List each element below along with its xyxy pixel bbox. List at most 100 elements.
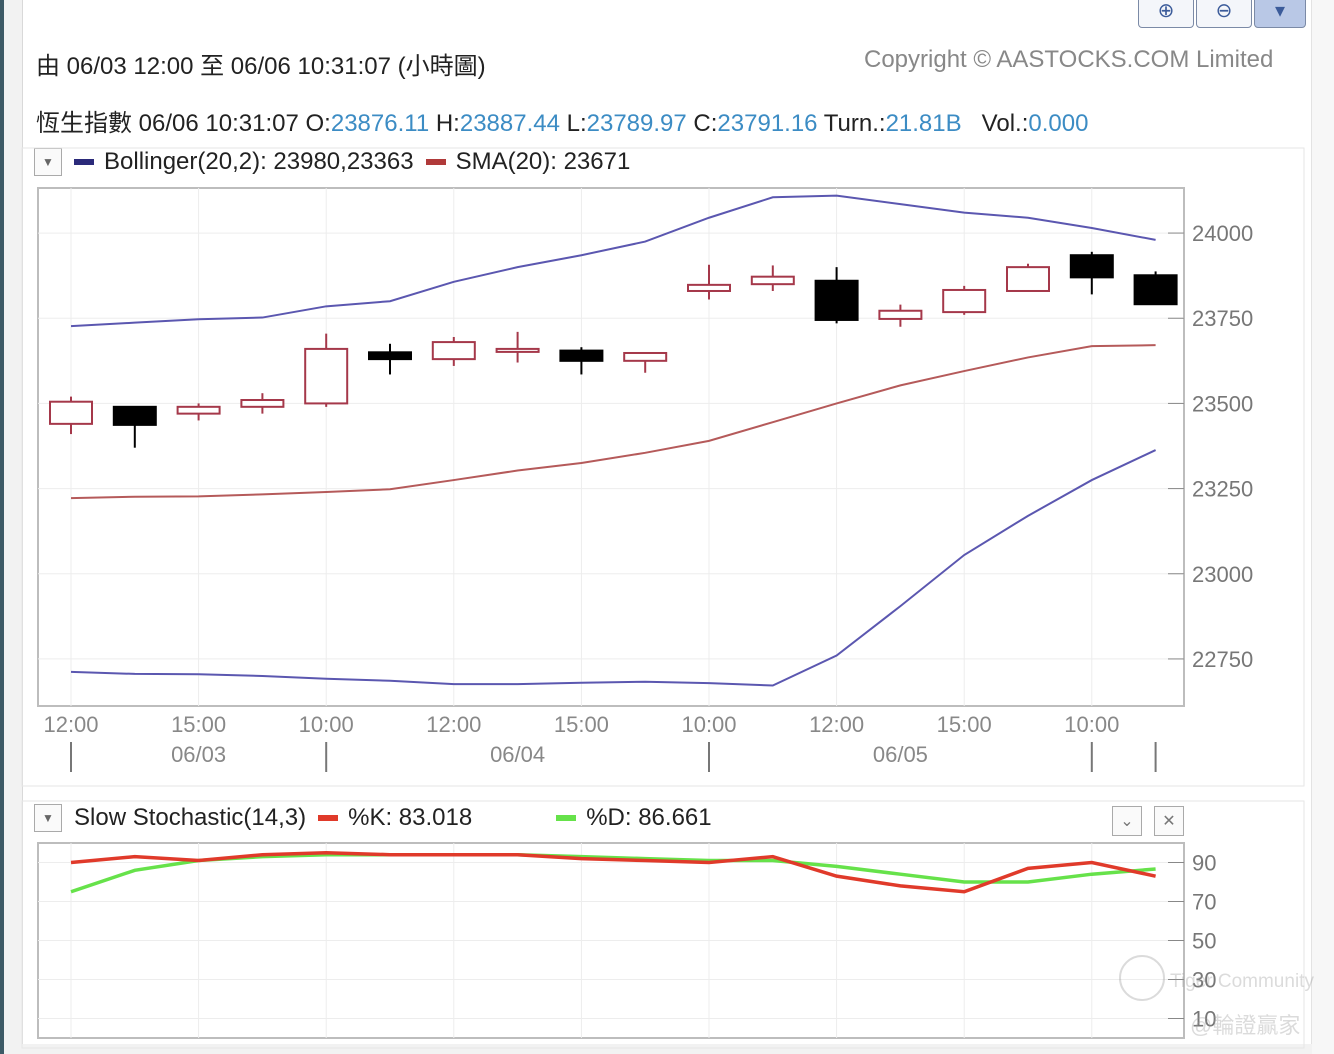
close-icon: ✕ <box>1162 813 1176 830</box>
candle-down <box>112 405 157 426</box>
candle-up <box>750 275 795 286</box>
x-date-label: 06/04 <box>490 742 545 767</box>
zoom-out-button[interactable]: ⊖ <box>1196 0 1252 28</box>
stoch-indicator-dropdown[interactable]: ▼ <box>34 804 62 832</box>
high-value: 23887.44 <box>459 110 560 137</box>
candle-up <box>240 399 285 408</box>
right-frame-edge <box>1311 0 1334 1054</box>
candle-up <box>1006 266 1050 292</box>
zoom-out-icon: ⊖ <box>1215 0 1233 22</box>
zoom-in-button[interactable]: ⊕ <box>1138 0 1194 28</box>
tiger-community-text: Tiger Community <box>1170 971 1314 992</box>
bollinger-upper-line <box>70 194 1156 328</box>
y-tick-label: 24000 <box>1192 221 1253 246</box>
k-legend: %K: 83.018 <box>348 804 473 831</box>
volume-value: 0.000 <box>1028 110 1089 137</box>
y-tick-label: 22750 <box>1192 647 1253 672</box>
main-legend: ▼ Bollinger(20,2): 23980,23363 SMA(20): … <box>34 148 630 176</box>
k-swatch <box>318 815 339 821</box>
y-tick-label: 23500 <box>1192 391 1253 416</box>
stochastic-plot-area: 90 70 50 30 10 <box>21 800 1305 1049</box>
close-value: 23791.16 <box>717 110 818 137</box>
stoch-y-tick-label: 30 <box>1192 968 1216 993</box>
sma-swatch <box>425 159 446 165</box>
tiger-community-watermark: Tiger Community @輪證贏家 <box>1119 955 1314 1038</box>
d-swatch <box>556 815 577 821</box>
candle-up <box>878 309 923 320</box>
x-date-label: 06/03 <box>171 742 226 767</box>
stoch-title: Slow Stochastic(14,3) <box>74 804 307 831</box>
candle-down <box>1069 254 1114 279</box>
y-tick-label: 23000 <box>1192 562 1253 587</box>
candle-up <box>495 347 540 353</box>
bollinger-legend: Bollinger(20,2): 23980,23363 <box>104 148 414 175</box>
bottom-frame-edge <box>22 1044 1312 1054</box>
copyright: Copyright © AASTOCKS.COM Limited <box>864 46 1274 73</box>
stoch-panel-border <box>21 800 1305 1049</box>
x-time-label: 10:00 <box>1064 712 1119 737</box>
candle-up <box>176 405 221 415</box>
candle-up <box>431 341 476 361</box>
candle-up <box>49 400 93 425</box>
date-range: 由 06/03 12:00 至 06/06 10:31:07 (小時圖) <box>36 53 486 80</box>
dropdown-arrow-icon: ▼ <box>42 155 54 169</box>
volume-label: Vol.: <box>981 110 1029 137</box>
candle-up <box>687 283 731 292</box>
dropdown-arrow-icon: ▼ <box>42 811 54 825</box>
candle-up <box>304 347 349 405</box>
stoch-y-tick-label: 70 <box>1192 890 1216 915</box>
chart-type-dropdown[interactable]: ▾ <box>1254 0 1306 28</box>
close-panel-button[interactable]: ✕ <box>1154 806 1184 836</box>
stoch-y-tick-label: 10 <box>1192 1007 1216 1032</box>
bollinger-swatch <box>74 159 94 165</box>
zoom-in-icon: ⊕ <box>1157 0 1175 22</box>
x-time-label: 10:00 <box>681 712 736 737</box>
candle-down <box>368 351 412 361</box>
x-time-label: 15:00 <box>937 712 992 737</box>
collapse-panel-button[interactable]: ⌄ <box>1112 806 1142 836</box>
chevron-down-icon: ⌄ <box>1120 813 1134 830</box>
stoch-y-tick-label: 50 <box>1192 929 1216 954</box>
price-plot-frame <box>37 187 1185 707</box>
x-time-label: 12:00 <box>426 712 481 737</box>
chart-toolbar: ⊕ ⊖ ▾ <box>1138 0 1308 28</box>
sma20-line <box>70 344 1156 500</box>
x-time-label: 15:00 <box>554 712 609 737</box>
stoch-plot-frame <box>37 842 1185 1039</box>
sma-legend: SMA(20): 23671 <box>455 148 631 175</box>
high-label: H: <box>435 110 460 137</box>
price-plot-area: 24000 23750 23500 23250 23000 22750 12:00 15:00… <box>21 147 1305 787</box>
x-time-label: 10:00 <box>299 712 354 737</box>
quote-datetime: 06/06 10:31:07 <box>138 110 299 137</box>
chart-type-icon: ▾ <box>1274 0 1286 22</box>
stoch-legend: ▼ Slow Stochastic(14,3) %K: 83.018 %D: 8… <box>34 804 712 832</box>
y-tick-label: 23750 <box>1192 306 1253 331</box>
candle-up <box>942 288 987 314</box>
main-indicator-dropdown[interactable]: ▼ <box>34 148 62 176</box>
left-frame-edge <box>0 0 23 1054</box>
watermark-text: AASTOCKS <box>515 480 710 513</box>
price-panel-border <box>21 147 1305 787</box>
bollinger-lower-line <box>70 449 1157 687</box>
quote-line: 恆生指數 06/06 10:31:07 O:23876.11 H:23887.4… <box>36 103 1088 138</box>
open-value: 23876.11 <box>330 110 430 137</box>
low-label: L: <box>566 110 587 137</box>
stoch-d-line <box>70 852 1156 894</box>
author-handle-text: @輪證贏家 <box>1190 1013 1300 1038</box>
y-tick-label: 23250 <box>1192 477 1253 502</box>
x-time-label: 12:00 <box>809 712 864 737</box>
x-date-label: 06/05 <box>873 742 928 767</box>
candle-down <box>814 279 859 321</box>
open-label: O: <box>305 110 331 137</box>
candle-down <box>559 349 604 362</box>
stoch-y-tick-label: 90 <box>1192 851 1216 876</box>
turnover-value: 21.81B <box>885 110 962 137</box>
candle-up <box>623 351 668 362</box>
x-time-label: 12:00 <box>43 712 98 737</box>
close-label: C: <box>693 110 718 137</box>
x-time-label: 15:00 <box>171 712 226 737</box>
aastocks-watermark: AASTOCKS <box>515 360 710 520</box>
d-legend: %D: 86.661 <box>586 804 712 831</box>
turnover-label: Turn.: <box>823 110 886 137</box>
candle-down <box>1133 274 1178 306</box>
